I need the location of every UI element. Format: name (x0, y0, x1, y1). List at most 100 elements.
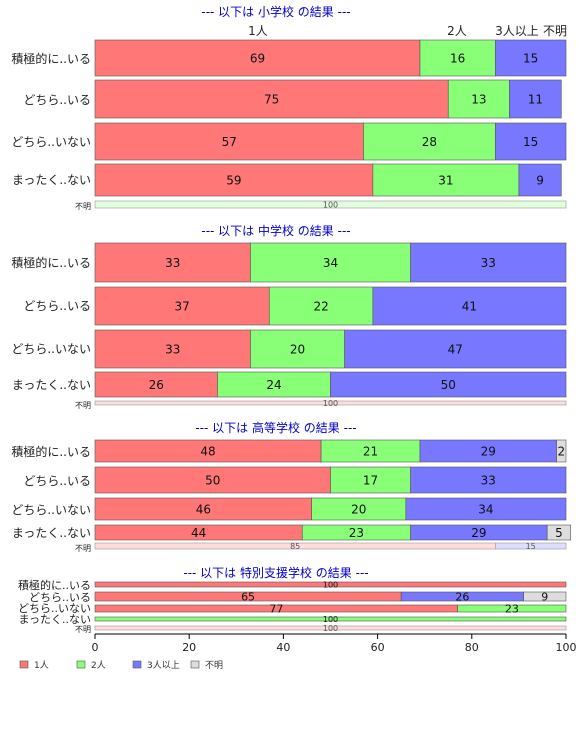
data-label: 5 (555, 526, 563, 540)
bar-segment (447, 79, 510, 119)
x-tick-label: 100 (556, 641, 577, 654)
bar-segment (495, 122, 567, 161)
data-label: 24 (266, 378, 281, 392)
data-label: 15 (523, 135, 538, 149)
data-label: 33 (481, 256, 496, 270)
data-label: 85 (290, 542, 300, 551)
panel-title: --- 以下は 特別支援学校 の結果 --- (183, 565, 368, 580)
legend-swatch (132, 660, 142, 669)
data-label: 9 (536, 174, 544, 188)
data-label: 33 (481, 474, 496, 488)
row-label: 積極的に..いる (11, 444, 91, 459)
data-label: 29 (471, 526, 486, 540)
row-label: 積極的に..いる (18, 578, 91, 592)
legend-swatch (190, 660, 200, 669)
bar-segment (94, 242, 251, 283)
header-label: 3人以上 (495, 24, 539, 38)
data-label: 16 (450, 52, 465, 66)
data-label: 59 (226, 174, 241, 188)
bar-segment (94, 122, 364, 161)
data-label: 34 (323, 256, 338, 270)
panel-title: --- 以下は 小学校 の結果 --- (201, 4, 350, 19)
bar-segment (495, 39, 567, 77)
data-label: 31 (438, 174, 453, 188)
bar-segment (250, 242, 411, 283)
data-label: 69 (250, 52, 265, 66)
row-label: どちら..いる (29, 591, 91, 604)
bar-segment (94, 581, 567, 588)
data-label: 44 (191, 526, 206, 540)
data-label: 100 (323, 581, 338, 590)
row-label: 積極的に..いる (11, 255, 91, 270)
data-label: 28 (422, 135, 437, 149)
bar-segment (94, 163, 374, 197)
x-tick-label: 0 (92, 641, 99, 654)
data-label: 100 (323, 624, 338, 633)
data-label: 17 (363, 474, 378, 488)
bar-segment (495, 542, 567, 550)
row-label: 積極的に..いる (11, 51, 91, 66)
row-label: どちら..いる (23, 299, 91, 313)
legend-label: 1人 (34, 660, 49, 671)
row-label: 不明 (75, 401, 91, 410)
legend-label: 不明 (205, 660, 223, 671)
data-label: 9 (541, 591, 548, 604)
bar-segment (94, 466, 331, 494)
data-label: 50 (441, 378, 456, 392)
bar-segment (363, 122, 496, 161)
data-label: 100 (323, 399, 338, 408)
bar-segment (518, 163, 562, 197)
bar-segment (94, 329, 251, 369)
data-label: 48 (200, 445, 215, 459)
header-label: 1人 (248, 24, 268, 38)
data-label: 26 (149, 378, 164, 392)
data-label: 15 (526, 542, 536, 551)
data-label: 21 (363, 445, 378, 459)
bar-segment (94, 625, 567, 631)
panel-title: --- 以下は 高等学校 の結果 --- (195, 420, 356, 435)
row-label: まったく..ない (12, 378, 91, 392)
data-label: 2 (557, 445, 565, 459)
bar-segment (94, 39, 421, 77)
row-label: 不明 (75, 625, 91, 634)
row-label: まったく..ない (18, 613, 91, 626)
row-label: どちら..いない (11, 503, 91, 517)
data-label: 33 (165, 343, 180, 357)
data-label: 65 (241, 591, 255, 604)
data-label: 20 (290, 343, 305, 357)
header-label: 2人 (447, 24, 467, 38)
data-label: 41 (462, 300, 477, 314)
bar-segment (509, 79, 562, 119)
bar-segment (94, 616, 567, 622)
bar-segment (372, 286, 567, 326)
data-label: 75 (264, 93, 279, 107)
x-tick-label: 20 (182, 641, 196, 654)
bar-segment (94, 400, 567, 406)
x-tick-label: 80 (465, 641, 479, 654)
data-label: 100 (323, 201, 338, 210)
data-label: 77 (269, 603, 283, 616)
panel-title: --- 以下は 中学校 の結果 --- (201, 223, 350, 238)
data-label: 20 (351, 503, 366, 517)
data-label: 22 (313, 300, 328, 314)
data-label: 11 (528, 93, 543, 107)
data-label: 100 (323, 615, 338, 624)
x-tick-label: 40 (276, 641, 290, 654)
x-tick-label: 60 (371, 641, 385, 654)
bar-segment (344, 329, 567, 369)
data-label: 46 (196, 503, 211, 517)
legend-label: 2人 (91, 660, 106, 671)
bar-segment (419, 39, 496, 77)
bar-segment (556, 439, 567, 463)
data-label: 47 (448, 343, 463, 357)
bar-segment (330, 371, 567, 398)
bar-segment (94, 200, 567, 209)
bar-segment (94, 371, 218, 398)
row-label: どちら..いる (23, 474, 91, 488)
row-label: まったく..ない (12, 526, 91, 540)
row-label: 不明 (75, 202, 91, 211)
bar-segment (410, 242, 567, 283)
data-label: 50 (205, 474, 220, 488)
row-label: どちら..いる (23, 93, 91, 107)
